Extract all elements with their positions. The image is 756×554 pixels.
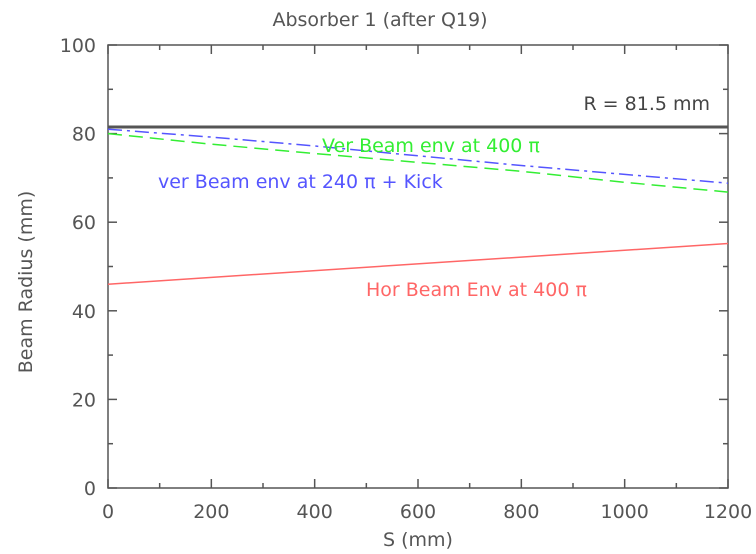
axis-ticks xyxy=(107,44,729,489)
x-tick-label: 0 xyxy=(102,501,114,523)
series-line-4 xyxy=(107,242,729,285)
x-tick-label: 600 xyxy=(400,501,436,523)
hor400-label: Hor Beam Env at 400 π xyxy=(366,279,587,301)
series-line-3 xyxy=(107,128,729,184)
r-label: R = 81.5 mm xyxy=(583,93,710,115)
y-tick-label: 60 xyxy=(72,212,96,234)
ver400-label: Ver Beam env at 400 π xyxy=(322,135,540,157)
y-tick-label: 20 xyxy=(72,389,96,411)
series-lines xyxy=(107,125,729,285)
y-axis-label: Beam Radius (mm) xyxy=(15,191,37,374)
x-tick-label: 1000 xyxy=(600,501,648,523)
y-tick-label: 40 xyxy=(72,301,96,323)
x-tick-label: 400 xyxy=(297,501,333,523)
x-tick-label: 1200 xyxy=(704,501,752,523)
y-tick-label: 80 xyxy=(72,124,96,146)
chart-title: Absorber 1 (after Q19) xyxy=(272,9,487,31)
y-tick-label: 0 xyxy=(84,478,96,500)
x-tick-label: 800 xyxy=(503,501,539,523)
x-axis-label: S (mm) xyxy=(383,529,453,551)
x-tick-label: 200 xyxy=(193,501,229,523)
y-tick-label: 100 xyxy=(60,35,96,57)
ver240-label: ver Beam env at 240 π + Kick xyxy=(158,171,443,193)
tick-labels: 0 200 400 600 800 1000 1200 0 20 40 60 80 100 xyxy=(60,35,752,523)
